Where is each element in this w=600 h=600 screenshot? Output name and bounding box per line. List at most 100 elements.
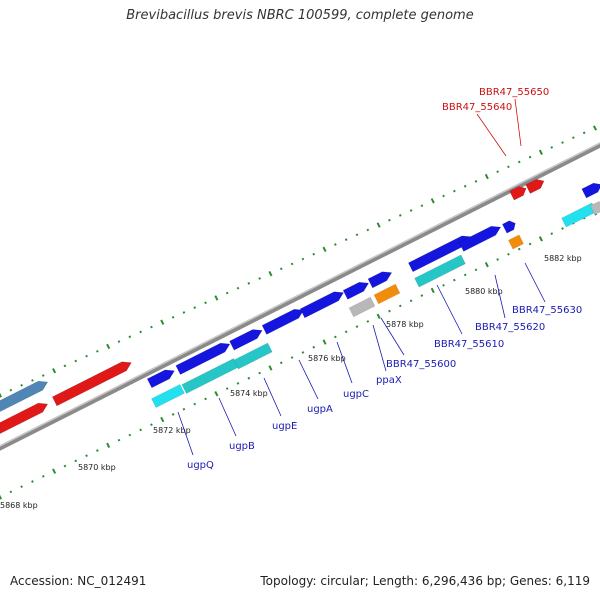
block-teal-2: [233, 342, 273, 370]
tick-label: 5880 kbp: [465, 287, 503, 296]
inner-tick-dot: [9, 490, 13, 494]
outer-tick-dot: [193, 306, 197, 309]
inner-tick-dot: [376, 313, 381, 319]
outer-tick-dot: [268, 270, 273, 277]
inner-tick-dot: [388, 309, 391, 313]
inner-tick-dot: [214, 391, 219, 397]
gene-label: ugpC: [343, 389, 369, 400]
cds-ugpe-arrow: [229, 329, 263, 351]
outer-tick-dot: [366, 228, 370, 232]
outer-tick-dot: [388, 218, 391, 222]
outer-tick-dot: [582, 131, 586, 135]
block-cyan-1: [151, 383, 185, 409]
gene-features: [0, 179, 600, 437]
leader-line-red: [514, 98, 522, 147]
outer-tick-dot: [474, 180, 478, 183]
cds-blue-11: [502, 220, 516, 234]
inner-tick-dot: [507, 252, 510, 256]
outer-tick-dot: [398, 214, 402, 217]
outer-tick-dot: [550, 146, 554, 149]
inner-tick-dot: [355, 325, 359, 328]
tick-label: 5878 kbp: [386, 320, 424, 329]
gene-label: ugpA: [307, 404, 333, 415]
gene-label: BBR47_55620: [475, 322, 545, 333]
outer-tick-dot: [572, 136, 575, 140]
inner-tick-dot: [301, 351, 305, 354]
inner-tick-dot: [41, 475, 45, 478]
outer-tick-dot: [117, 340, 121, 343]
outer-tick-dot: [63, 364, 67, 368]
leader-line: [380, 317, 405, 356]
inner-tick-dot: [398, 304, 402, 308]
cds-blue-12: [581, 182, 600, 199]
outer-tick-dot: [301, 257, 305, 261]
outer-tick-dot: [31, 379, 34, 382]
outer-tick-dot: [507, 165, 510, 169]
inner-tick-dot: [20, 485, 23, 489]
inner-tick-dot: [474, 268, 478, 272]
inner-tick-dot: [0, 494, 3, 500]
inner-tick-dot: [204, 397, 207, 401]
inner-tick-dot: [139, 428, 142, 432]
inner-tick-dots: [0, 210, 598, 500]
outer-tick-dot: [247, 282, 251, 285]
cds-ugpq-arrow: [146, 369, 175, 389]
leader-line: [436, 284, 463, 335]
cds-red-1: [0, 402, 49, 437]
leader-line: [263, 377, 282, 417]
block-teal-3: [414, 254, 466, 288]
outer-tick-dot: [279, 267, 283, 271]
inner-tick-dot: [171, 413, 175, 416]
inner-tick-dot: [322, 339, 327, 345]
gene-label: BBR47_55600: [386, 359, 456, 370]
outer-tick-dot: [0, 392, 3, 398]
highlight-gene-label: BBR47_55650: [479, 87, 549, 98]
tick-label: 5868 kbp: [0, 501, 38, 510]
outer-tick-dot: [484, 173, 489, 180]
outer-tick-dot: [334, 243, 337, 246]
gene-label: BBR47_55610: [434, 339, 504, 350]
inner-tick-dot: [312, 345, 316, 349]
inner-tick-dot: [334, 335, 337, 339]
outer-tick-dot: [52, 368, 57, 374]
outer-tick-dot: [409, 209, 413, 212]
outer-tick-dot: [355, 233, 359, 237]
inner-tick-dot: [128, 433, 132, 437]
leader-line: [298, 359, 319, 400]
outer-tick-dot: [96, 349, 99, 353]
inner-tick-dot: [106, 442, 111, 449]
outer-tick-dot: [344, 238, 348, 241]
cds-blue-8: [367, 271, 393, 289]
map-title: Brevibacillus brevis NBRC 100599, comple…: [126, 8, 474, 23]
cds-red-2: [52, 361, 132, 407]
outer-tick-dot: [41, 374, 45, 377]
inner-tick-dot: [484, 261, 489, 268]
inner-tick-dot: [409, 299, 413, 303]
inner-tick-dot: [442, 283, 445, 287]
outer-tick-dot: [106, 343, 111, 350]
leader-line-red: [476, 113, 507, 157]
cds-ugpc-arrow: [299, 291, 344, 319]
outer-tick-dot: [453, 189, 456, 193]
leader-line: [494, 274, 506, 319]
tick-labels: 5868 kbp 5870 kbp 5872 kbp 5874 kbp 5876 kbp…: [0, 254, 582, 510]
outer-tick-dot: [561, 141, 564, 144]
inner-tick-dot: [117, 438, 121, 442]
inner-tick-dot: [182, 407, 186, 411]
tick-label: 5872 kbp: [153, 426, 191, 435]
inner-tick-dot: [550, 232, 554, 235]
leader-line: [218, 397, 237, 437]
tick-label: 5874 kbp: [230, 389, 268, 398]
inner-tick-dot: [258, 371, 261, 375]
inner-tick-dot: [366, 320, 370, 323]
cds-ugpa-arrow: [261, 308, 305, 335]
outer-tick-dot: [20, 383, 23, 387]
gene-label: ppaX: [376, 375, 402, 386]
leader-line: [372, 324, 387, 372]
block-orange-2: [508, 234, 524, 250]
outer-tick-dot: [538, 149, 543, 155]
gene-label: ugpQ: [187, 460, 214, 471]
accession-text: Accession: NC_012491: [10, 574, 147, 588]
inner-tick-dot: [496, 258, 499, 261]
inner-tick-dot: [74, 459, 78, 463]
